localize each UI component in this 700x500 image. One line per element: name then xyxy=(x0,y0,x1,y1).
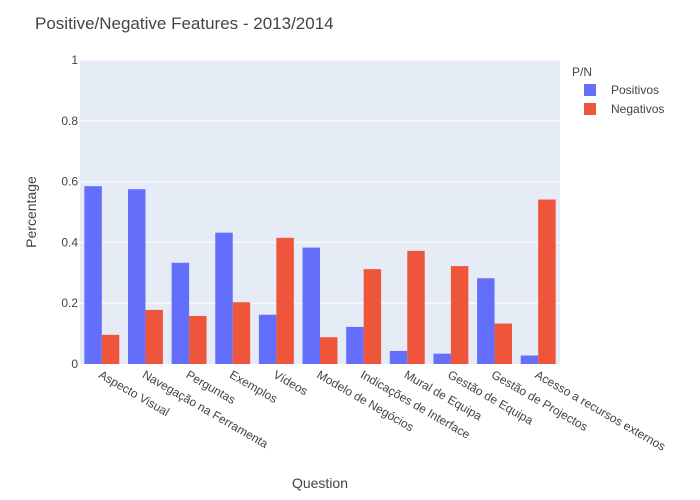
legend-label-positivos[interactable]: Positivos xyxy=(611,83,659,97)
bar-positivos-4[interactable] xyxy=(259,315,276,364)
bar-negativos-2[interactable] xyxy=(189,316,206,364)
y-tick-label: 0 xyxy=(71,357,78,371)
bar-positivos-1[interactable] xyxy=(128,189,145,364)
y-tick-label: 0.4 xyxy=(61,235,78,249)
bar-positivos-9[interactable] xyxy=(477,278,494,364)
bar-negativos-0[interactable] xyxy=(102,335,119,364)
y-tick-label: 0.6 xyxy=(61,175,78,189)
legend-label-negativos[interactable]: Negativos xyxy=(611,102,664,116)
bar-positivos-8[interactable] xyxy=(433,354,450,364)
legend-title: P/N xyxy=(572,65,592,79)
bar-negativos-8[interactable] xyxy=(451,266,468,364)
bar-positivos-7[interactable] xyxy=(390,351,407,364)
bar-negativos-6[interactable] xyxy=(364,269,381,364)
x-tick-label: Exemplos xyxy=(227,367,280,405)
legend-items: Positivos Negativos xyxy=(584,83,664,116)
bar-negativos-7[interactable] xyxy=(407,251,424,364)
chart-title: Positive/Negative Features - 2013/2014 xyxy=(35,14,334,33)
bar-positivos-3[interactable] xyxy=(215,233,232,364)
bar-negativos-9[interactable] xyxy=(495,324,512,364)
bar-positivos-2[interactable] xyxy=(172,263,189,364)
bar-negativos-4[interactable] xyxy=(276,238,293,364)
y-axis-ticks: 0 0.2 0.4 0.6 0.8 1 xyxy=(61,53,78,371)
legend: P/N Positivos Negativos xyxy=(572,65,664,116)
legend-swatch-positivos[interactable] xyxy=(584,84,596,96)
y-tick-label: 1 xyxy=(71,53,78,67)
bar-positivos-0[interactable] xyxy=(84,186,101,364)
legend-swatch-negativos[interactable] xyxy=(584,103,596,115)
bar-negativos-3[interactable] xyxy=(233,302,250,364)
bar-positivos-5[interactable] xyxy=(303,248,320,364)
bar-negativos-10[interactable] xyxy=(538,200,555,364)
y-tick-label: 0.2 xyxy=(61,296,78,310)
bar-positivos-10[interactable] xyxy=(521,355,538,364)
y-tick-label: 0.8 xyxy=(61,114,78,128)
bar-negativos-5[interactable] xyxy=(320,337,337,364)
y-axis-title: Percentage xyxy=(23,176,39,248)
bar-negativos-1[interactable] xyxy=(145,310,162,364)
bar-positivos-6[interactable] xyxy=(346,327,363,364)
x-axis-title: Question xyxy=(292,475,348,491)
